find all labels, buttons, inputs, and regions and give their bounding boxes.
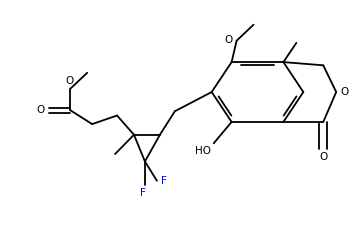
Text: O: O [341,87,349,97]
Text: F: F [161,176,167,186]
Text: F: F [140,188,146,198]
Text: O: O [36,105,44,115]
Text: O: O [224,35,232,44]
Text: O: O [319,152,327,162]
Text: HO: HO [195,146,211,156]
Text: O: O [65,76,73,86]
